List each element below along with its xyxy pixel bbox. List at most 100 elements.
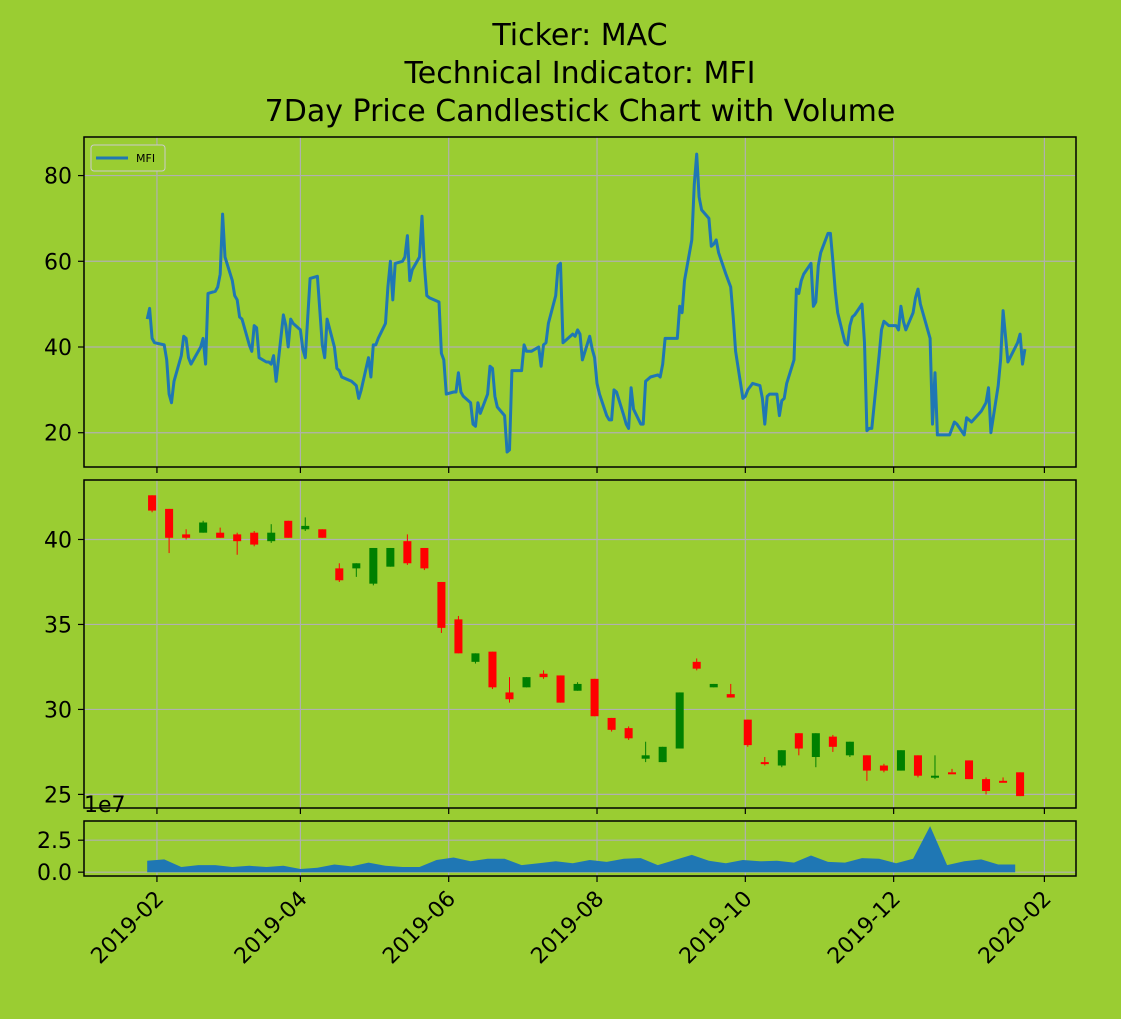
candle-39 (811, 733, 820, 768)
candle-body-20 (488, 651, 497, 688)
candle-28 (624, 726, 633, 741)
vol-ytick-label-0: 0.0 (37, 861, 72, 886)
candle-body-6 (250, 532, 259, 545)
candle-body-49 (982, 779, 991, 792)
volume-offset-label: 1e7 (84, 793, 126, 818)
candle-6 (250, 530, 259, 547)
title-line-3: 7Day Price Candlestick Chart with Volume (265, 94, 896, 129)
candle-49 (982, 777, 991, 795)
mfi-ytick-label-0: 20 (44, 422, 72, 447)
candle-body-47 (947, 772, 957, 775)
legend-label-mfi: MFI (136, 152, 155, 165)
mfi-frame (83, 136, 1077, 468)
candle-38 (794, 733, 803, 756)
candle-body-1 (165, 508, 174, 538)
candle-body-23 (539, 673, 548, 678)
candle-47 (947, 768, 957, 775)
candle-body-14 (386, 547, 395, 567)
candle-body-38 (794, 733, 803, 749)
candle-body-45 (913, 755, 922, 776)
candle-14 (386, 547, 395, 567)
candle-body-2 (182, 534, 191, 538)
candle-37 (777, 750, 786, 768)
candle-body-17 (437, 581, 446, 628)
candle-body-35 (743, 719, 752, 746)
candle-body-51 (1016, 772, 1025, 797)
candle-body-16 (420, 547, 429, 569)
candle-51 (1016, 772, 1025, 797)
candle-20 (488, 651, 497, 690)
price-axes: 25 30 35 40 (44, 528, 1045, 814)
candle-3 (199, 520, 208, 533)
candle-body-7 (267, 532, 276, 542)
candle-body-33 (709, 683, 718, 688)
vol-ytick-label-1: 2.5 (37, 829, 72, 854)
title-line-2: Technical Indicator: MFI (404, 56, 756, 91)
candle-body-37 (777, 750, 786, 766)
candle-31 (675, 692, 684, 749)
candle-5 (233, 532, 242, 555)
candle-43 (879, 763, 888, 773)
candle-16 (420, 547, 429, 571)
candle-23 (539, 670, 548, 679)
candle-35 (743, 719, 752, 747)
price-marks (148, 495, 1025, 797)
candle-41 (845, 741, 854, 758)
candle-body-44 (896, 750, 905, 771)
candle-12 (352, 563, 361, 577)
volume-panel: 0.0 2.5 1e7 (37, 793, 1077, 886)
candle-27 (607, 717, 616, 732)
candle-body-4 (216, 532, 225, 538)
candle-body-29 (641, 755, 650, 759)
candle-7 (267, 524, 276, 543)
candle-body-50 (999, 780, 1008, 783)
mfi-ytick-label-2: 60 (44, 250, 72, 275)
mfi-axes: 20 40 60 80 (44, 165, 1045, 473)
volume-area (147, 826, 1016, 873)
candle-34 (726, 683, 735, 698)
candle-body-3 (199, 522, 208, 533)
candle-body-18 (454, 619, 463, 654)
price-ytick-label-0: 25 (44, 783, 72, 808)
candle-body-36 (760, 762, 769, 765)
candle-body-10 (318, 529, 327, 538)
candle-body-22 (522, 677, 531, 688)
candle-15 (403, 534, 412, 565)
mfi-marks (145, 152, 1027, 454)
candle-body-8 (284, 520, 293, 538)
mfi-panel: 20 40 60 80 MFI (44, 136, 1077, 473)
mfi-plot-area (84, 137, 1076, 467)
candle-body-21 (505, 692, 514, 700)
candle-body-24 (556, 675, 565, 703)
candle-24 (556, 675, 565, 703)
candle-body-48 (965, 760, 974, 780)
candle-40 (828, 734, 837, 752)
candle-42 (862, 755, 871, 781)
candle-body-11 (335, 568, 344, 581)
candle-body-15 (403, 541, 412, 564)
mfi-ytick-label-1: 40 (44, 336, 72, 361)
candle-17 (437, 581, 446, 633)
candle-9 (301, 517, 310, 531)
candle-body-31 (675, 692, 684, 749)
volume-frame (83, 820, 1077, 877)
mfi-legend: MFI (90, 144, 166, 172)
candle-30 (658, 746, 667, 763)
candle-body-13 (369, 547, 378, 584)
candle-29 (641, 741, 650, 763)
candle-32 (692, 658, 701, 671)
price-panel: 25 30 35 40 (44, 479, 1077, 814)
candle-36 (760, 757, 769, 766)
candle-48 (965, 760, 974, 780)
candle-0 (148, 495, 157, 513)
candle-body-0 (148, 495, 157, 511)
price-ytick-label-1: 30 (44, 698, 72, 723)
candle-body-43 (879, 765, 888, 771)
price-grid (84, 480, 1076, 808)
candle-8 (284, 520, 293, 538)
candle-body-26 (590, 678, 599, 717)
candle-1 (165, 508, 174, 554)
volume-marks (147, 826, 1016, 873)
candle-body-25 (573, 683, 582, 691)
